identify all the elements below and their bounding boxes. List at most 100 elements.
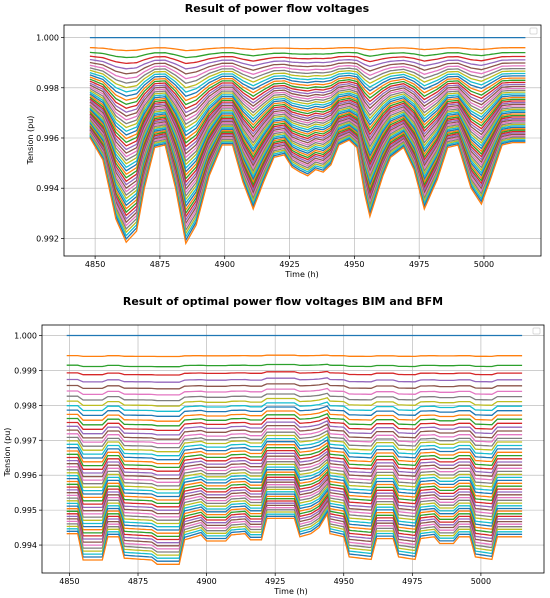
series-line <box>89 116 526 191</box>
series-line <box>66 397 523 407</box>
series-line <box>89 127 526 219</box>
series-line <box>89 133 526 236</box>
series-line <box>66 429 523 449</box>
y-tick-label: 0.997 <box>14 436 37 445</box>
series-line <box>66 370 523 376</box>
x-tick-label: 4975 <box>402 577 422 586</box>
series-line <box>89 111 526 180</box>
y-tick-label: 0.995 <box>14 506 37 515</box>
series-line <box>66 401 523 412</box>
x-tick-label: 4875 <box>128 577 148 586</box>
series-line <box>66 423 523 440</box>
legend-box <box>529 27 538 35</box>
series-line <box>66 468 523 501</box>
x-tick-label: 4925 <box>265 577 285 586</box>
series-line <box>89 58 526 70</box>
chart-title: Result of power flow voltages <box>185 2 370 15</box>
series-line <box>89 67 526 85</box>
x-tick-label: 5000 <box>471 577 491 586</box>
series-line <box>66 412 523 427</box>
series-line <box>89 82 526 114</box>
y-tick-label: 0.998 <box>14 401 37 410</box>
series-line <box>89 110 526 177</box>
series-line <box>89 109 526 173</box>
series-line <box>89 114 526 187</box>
series-line <box>89 125 526 215</box>
x-tick-label: 4850 <box>59 577 79 586</box>
series-line <box>89 80 526 110</box>
y-tick-label: 0.996 <box>14 471 37 480</box>
series-line <box>66 377 523 383</box>
series-line <box>89 78 526 106</box>
series-line <box>66 475 523 511</box>
series-line <box>89 64 526 80</box>
series-line <box>89 134 526 239</box>
series-line <box>89 107 526 170</box>
series-line <box>66 363 523 368</box>
series-lines <box>89 36 526 246</box>
x-tick-label: 4950 <box>334 577 354 586</box>
series-line <box>66 508 523 559</box>
series-line <box>66 470 523 505</box>
series-line <box>89 93 526 137</box>
series-line <box>89 86 526 122</box>
plot-frame <box>41 324 545 574</box>
x-tick-label: 4975 <box>409 260 429 269</box>
power-flow-voltages-chart: Result of power flow voltages Time (h) T… <box>26 2 542 279</box>
series-line <box>89 136 526 242</box>
series-line <box>66 463 523 494</box>
series-line <box>66 392 523 402</box>
series-line <box>89 119 526 198</box>
series-line <box>66 502 523 550</box>
series-line <box>89 101 526 155</box>
x-tick-label: 5000 <box>474 260 494 269</box>
y-tick-label: 0.999 <box>14 366 37 375</box>
series-line <box>89 137 526 246</box>
series-line <box>89 55 526 65</box>
series-line <box>66 484 523 525</box>
series-line <box>66 500 523 547</box>
series-line <box>66 420 523 436</box>
x-tick-label: 4850 <box>85 260 105 269</box>
series-line <box>66 477 523 515</box>
series-line <box>66 493 523 538</box>
series-line <box>89 69 526 89</box>
series-line <box>89 113 526 184</box>
series-line <box>66 439 523 461</box>
x-tick-label: 4925 <box>279 260 299 269</box>
series-line <box>89 98 526 148</box>
series-line <box>66 387 523 396</box>
series-line <box>66 450 523 476</box>
y-tick-label: 1.000 <box>36 34 59 43</box>
series-line <box>89 128 526 222</box>
legend-box <box>532 327 541 335</box>
series-line <box>89 104 526 163</box>
series-line <box>89 76 526 102</box>
series-line <box>66 447 523 472</box>
series-line <box>66 473 523 508</box>
series-line <box>89 129 526 226</box>
series-line <box>66 465 523 498</box>
series-line <box>89 106 526 166</box>
series-line <box>89 61 526 75</box>
series-line <box>89 96 526 144</box>
series-line <box>89 89 526 129</box>
series-line <box>89 99 526 152</box>
series-line <box>89 123 526 208</box>
plot-frame <box>63 24 542 257</box>
y-tick-label: 0.998 <box>36 84 59 93</box>
series-line <box>89 74 526 98</box>
optimal-power-flow-voltages-chart: Result of optimal power flow voltages BI… <box>3 295 545 596</box>
x-tick-label: 4900 <box>215 260 235 269</box>
series-line <box>66 504 523 553</box>
series-line <box>66 491 523 534</box>
series-line <box>66 512 523 565</box>
series-line <box>89 117 526 194</box>
x-tick-label: 4900 <box>196 577 216 586</box>
series-line <box>89 121 526 205</box>
y-axis-label: Tension (pu) <box>26 116 35 166</box>
series-line <box>89 131 526 229</box>
series-line <box>89 46 526 52</box>
series-line <box>66 458 523 487</box>
